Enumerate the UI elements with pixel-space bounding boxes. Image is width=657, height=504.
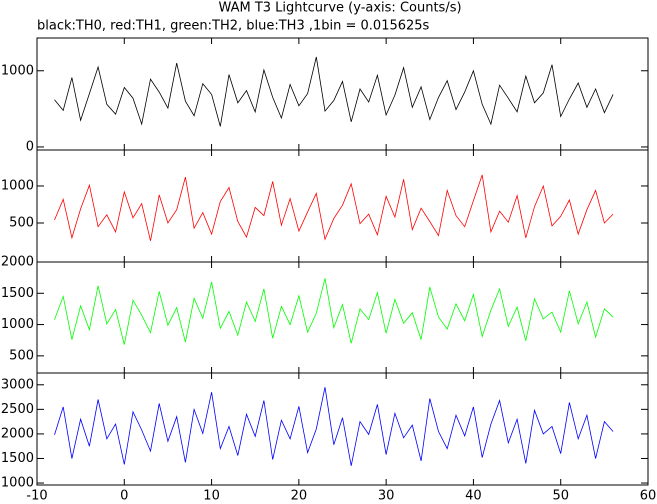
panel-frame — [36, 372, 649, 486]
y-tick-label: 1000 — [1, 476, 34, 491]
y-tick-label: 500 — [9, 215, 34, 230]
light-curve — [54, 56, 614, 127]
x-tick-label: 20 — [291, 489, 308, 504]
light-curve — [54, 174, 614, 241]
light-curve — [54, 278, 614, 345]
light-curve — [54, 387, 614, 466]
panel-frame — [36, 37, 649, 151]
x-tick-label: 10 — [203, 489, 220, 504]
y-tick-label: 0 — [26, 139, 34, 154]
y-tick-label: 1500 — [1, 451, 34, 466]
chart-subtitle: black:TH0, red:TH1, green:TH2, blue:TH3 … — [37, 19, 430, 34]
chart-title: WAM T3 Lightcurve (y-axis: Counts/s) — [218, 1, 461, 16]
y-tick-label: 1500 — [1, 286, 34, 301]
x-tick-label: 30 — [378, 489, 395, 504]
y-tick-label: 3000 — [1, 377, 34, 392]
y-tick-label: 2000 — [1, 426, 34, 441]
x-tick-label: 60 — [640, 489, 657, 504]
x-tick-label: 40 — [465, 489, 482, 504]
y-tick-label: 2500 — [1, 402, 34, 417]
x-tick-label: 0 — [120, 489, 128, 504]
y-tick-label: 2000 — [1, 255, 34, 270]
y-tick-label: 1000 — [1, 63, 34, 78]
x-tick-label: -10 — [26, 489, 47, 504]
y-tick-label: 1000 — [1, 178, 34, 193]
y-tick-label: 1000 — [1, 317, 34, 332]
panel-frame — [36, 261, 649, 374]
x-tick-label: 50 — [552, 489, 569, 504]
y-tick-label: 500 — [9, 348, 34, 363]
